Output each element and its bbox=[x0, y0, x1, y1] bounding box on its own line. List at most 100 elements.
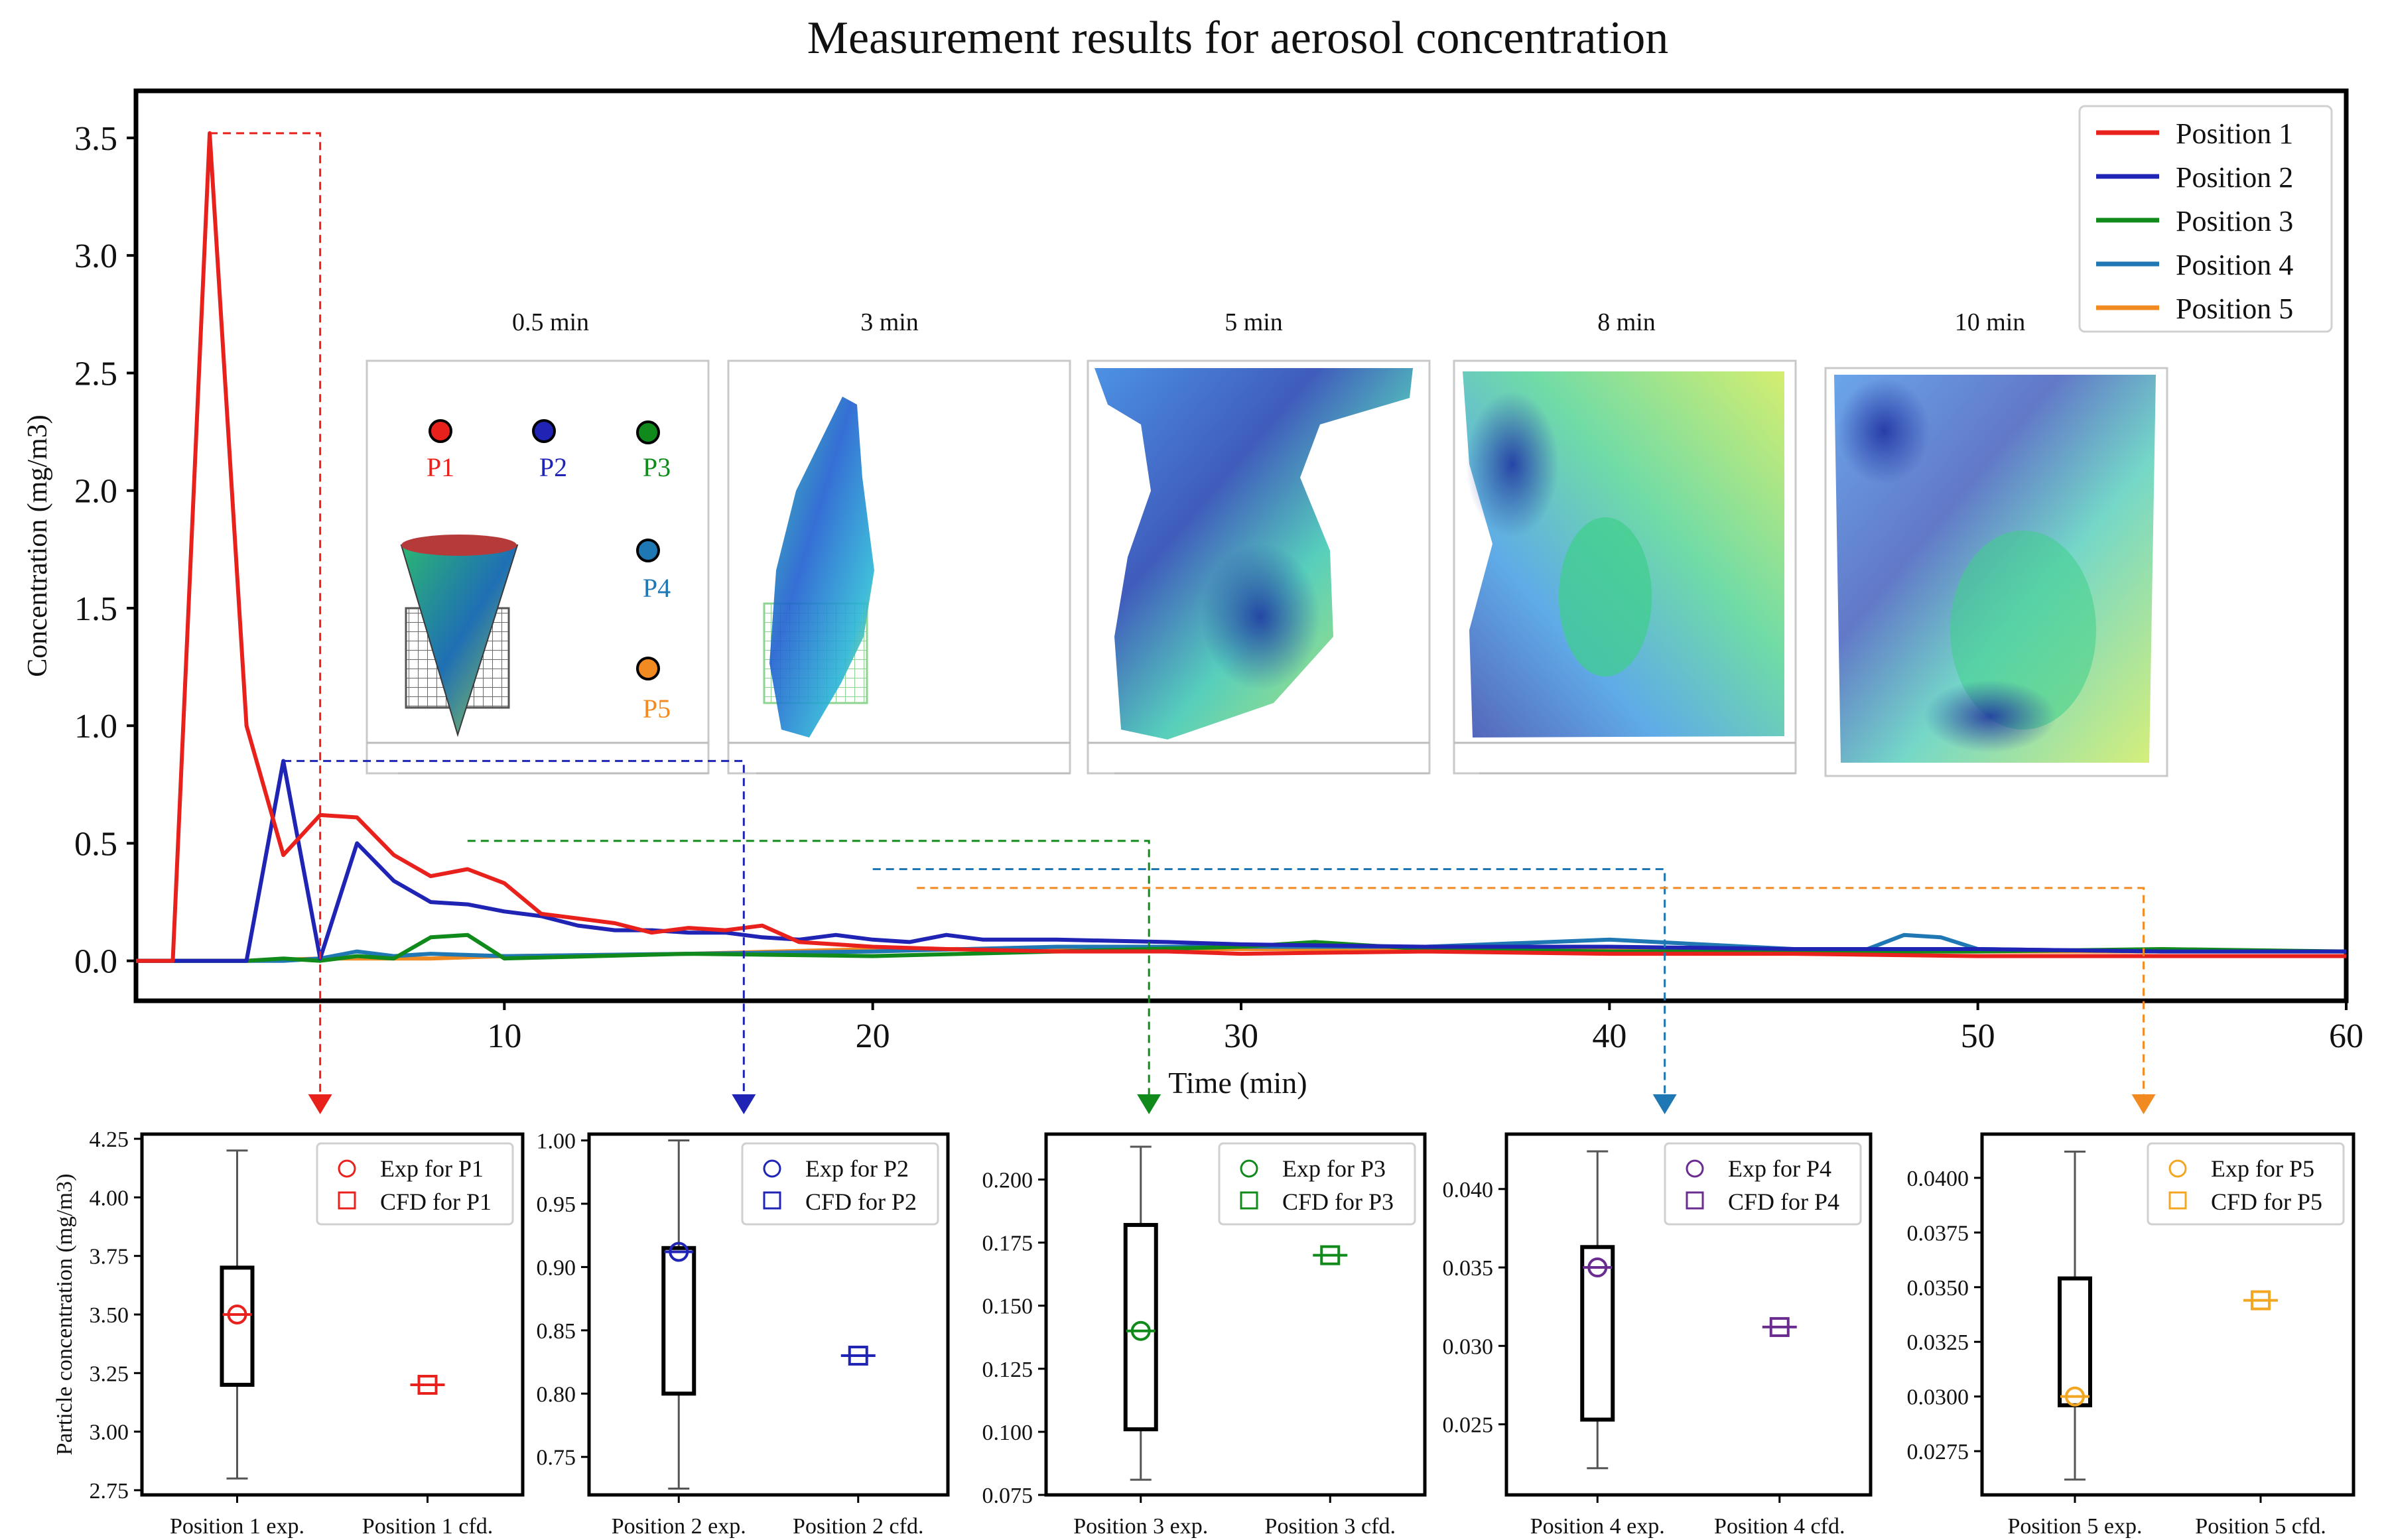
y-tick-label: 3.50 bbox=[90, 1303, 129, 1328]
legend-exp-swatch bbox=[2168, 1159, 2187, 1178]
x-tick-label: Position 3 exp. bbox=[1073, 1514, 1208, 1539]
panel-legend-frame bbox=[316, 1142, 514, 1226]
y-tick-label: 0.0300 bbox=[1907, 1385, 1969, 1410]
sensor-p2-marker bbox=[532, 419, 556, 443]
legend-entry: Position 4 bbox=[2176, 249, 2293, 281]
x-tick-label: Position 1 exp. bbox=[170, 1514, 304, 1539]
x-tick-label: Position 2 exp. bbox=[612, 1514, 746, 1539]
x-tick-label: Position 4 cfd. bbox=[1714, 1514, 1845, 1539]
connector-arrowhead-4 bbox=[1652, 1094, 1677, 1114]
legend-cfd-label: CFD for P3 bbox=[1282, 1188, 1394, 1215]
y-tick-label: 1.0 bbox=[74, 708, 117, 745]
legend-cfd-label: CFD for P1 bbox=[380, 1188, 492, 1215]
legend-entry: Position 2 bbox=[2176, 161, 2293, 194]
box-panel-3: 0.075 0.100 0.125 0.150 0.175 0.200 Position 3… bbox=[982, 1132, 1427, 1539]
y-tick-label: 0.035 bbox=[1443, 1256, 1494, 1281]
box-iqr bbox=[1123, 1222, 1158, 1432]
x-tick-label: Position 1 cfd. bbox=[362, 1514, 493, 1539]
connector-line-5 bbox=[917, 887, 2145, 1096]
y-tick-label: 0.175 bbox=[982, 1232, 1033, 1256]
aerosol-plume bbox=[769, 397, 874, 738]
box-iqr bbox=[661, 1246, 696, 1396]
box-iqr bbox=[220, 1265, 255, 1387]
x-tick-label: 30 bbox=[1224, 1017, 1258, 1055]
y-tick-label: 0.0350 bbox=[1907, 1276, 1969, 1301]
snapshot-5-min bbox=[1087, 359, 1431, 775]
y-tick-label: 0.150 bbox=[982, 1295, 1033, 1319]
y-tick-label: 1.00 bbox=[537, 1129, 576, 1154]
box-panel-1: 2.75 3.00 3.25 3.50 3.75 4.00 4.25 Position 1 e… bbox=[52, 1127, 525, 1539]
y-tick-label: 3.00 bbox=[90, 1421, 129, 1445]
x-tick-label: 60 bbox=[2329, 1017, 2363, 1055]
connector-line-1 bbox=[210, 132, 322, 1096]
snapshot-label-4: 10 min bbox=[1955, 308, 2026, 336]
panel-legend-frame bbox=[1664, 1142, 1862, 1226]
legend-frame bbox=[2078, 105, 2333, 333]
y-tick-label: 4.00 bbox=[90, 1186, 129, 1210]
sensor-p4-marker bbox=[636, 539, 660, 562]
box-panel-2: 0.75 0.80 0.85 0.90 0.95 1.00 Position 2 exp. P… bbox=[537, 1129, 950, 1539]
box-panel-4: 0.025 0.030 0.035 0.040 Position 4 exp. Posit… bbox=[1443, 1132, 1873, 1539]
connector-arrowhead-2 bbox=[732, 1094, 756, 1114]
x-tick-label: Position 4 exp. bbox=[1530, 1514, 1665, 1539]
sensor-p1-marker bbox=[429, 419, 452, 443]
legend-exp-label: Exp for P2 bbox=[805, 1155, 909, 1182]
box-panels: 2.75 3.00 3.25 3.50 3.75 4.00 4.25 Position 1 e… bbox=[52, 1127, 2355, 1539]
series-line-position-2 bbox=[136, 759, 2346, 963]
x-tick-label: Position 5 cfd. bbox=[2195, 1514, 2326, 1539]
snapshot-0-5-min: P1 P2 P3 P4 P5 bbox=[365, 359, 710, 775]
main-chart: 10 20 30 40 50 60 0.0 0.5 1.0 1.5 2.0 2.5 3.0 3.5 Time… bbox=[23, 88, 2363, 1114]
y-tick-label: 0.125 bbox=[982, 1358, 1033, 1382]
legend-exp-label: Exp for P1 bbox=[380, 1155, 484, 1182]
legend-exp-label: Exp for P5 bbox=[2211, 1155, 2314, 1182]
snapshot-label-2: 5 min bbox=[1225, 308, 1283, 336]
connector-arrowhead-5 bbox=[2131, 1094, 2156, 1114]
connector-line-3 bbox=[467, 840, 1150, 1096]
legend-cfd-label: CFD for P2 bbox=[805, 1188, 917, 1215]
legend-exp-swatch bbox=[763, 1159, 781, 1178]
y-tick-label: 3.25 bbox=[90, 1362, 129, 1386]
y-tick-label: 1.5 bbox=[74, 590, 117, 628]
series-line-position-1 bbox=[136, 131, 2346, 963]
connector-arrowhead-3 bbox=[1137, 1094, 1161, 1114]
y-tick-label: 0.025 bbox=[1443, 1413, 1494, 1438]
main-legend: Position 1 Position 2 Position 3 Position 4… bbox=[2078, 105, 2333, 333]
y-tick-label: 2.5 bbox=[74, 355, 117, 393]
snapshot-3-min bbox=[727, 359, 1071, 775]
x-tick-label: 10 bbox=[487, 1017, 521, 1055]
y-tick-label: 2.75 bbox=[90, 1479, 129, 1504]
connector-line-2 bbox=[283, 759, 745, 1096]
panel-legend-frame bbox=[1218, 1142, 1416, 1226]
legend-cfd-swatch bbox=[1686, 1191, 1704, 1210]
legend-exp-swatch bbox=[1686, 1159, 1704, 1178]
sensor-p3-label: P3 bbox=[643, 452, 671, 482]
panel-legend-frame bbox=[741, 1142, 939, 1226]
sensor-p5-label: P5 bbox=[643, 694, 671, 724]
y-tick-label: 3.0 bbox=[74, 237, 117, 275]
box-iqr bbox=[1580, 1245, 1615, 1422]
x-tick-label: 20 bbox=[856, 1017, 890, 1055]
series-line-position-3 bbox=[136, 932, 2347, 963]
y-tick-label: 2.0 bbox=[74, 473, 117, 511]
y-tick-label: 0.75 bbox=[537, 1446, 576, 1470]
legend-cfd-label: CFD for P5 bbox=[2211, 1188, 2322, 1215]
legend-exp-swatch bbox=[1240, 1159, 1258, 1178]
snapshot-8-min bbox=[1453, 359, 1797, 775]
panel-legend-frame bbox=[2147, 1142, 2345, 1226]
snapshot-label-1: 3 min bbox=[860, 308, 919, 336]
connector-line-4 bbox=[872, 867, 1666, 1096]
legend-exp-label: Exp for P4 bbox=[1728, 1155, 1831, 1182]
legend-cfd-label: CFD for P4 bbox=[1728, 1188, 1839, 1215]
x-tick-label: 40 bbox=[1592, 1017, 1626, 1055]
snapshot-10-min bbox=[1824, 367, 2168, 777]
legend-entry: Position 1 bbox=[2176, 117, 2293, 150]
sensor-p4-label: P4 bbox=[643, 573, 671, 603]
y-tick-label: 0.90 bbox=[537, 1255, 576, 1280]
y-tick-label: 3.5 bbox=[74, 120, 117, 158]
legend-cfd-swatch bbox=[2168, 1191, 2187, 1210]
legend-exp-label: Exp for P3 bbox=[1282, 1155, 1386, 1182]
y-tick-label: 0.0 bbox=[74, 943, 117, 981]
y-tick-label: 4.25 bbox=[90, 1127, 129, 1152]
snapshot-label-0: 0.5 min bbox=[512, 308, 589, 336]
